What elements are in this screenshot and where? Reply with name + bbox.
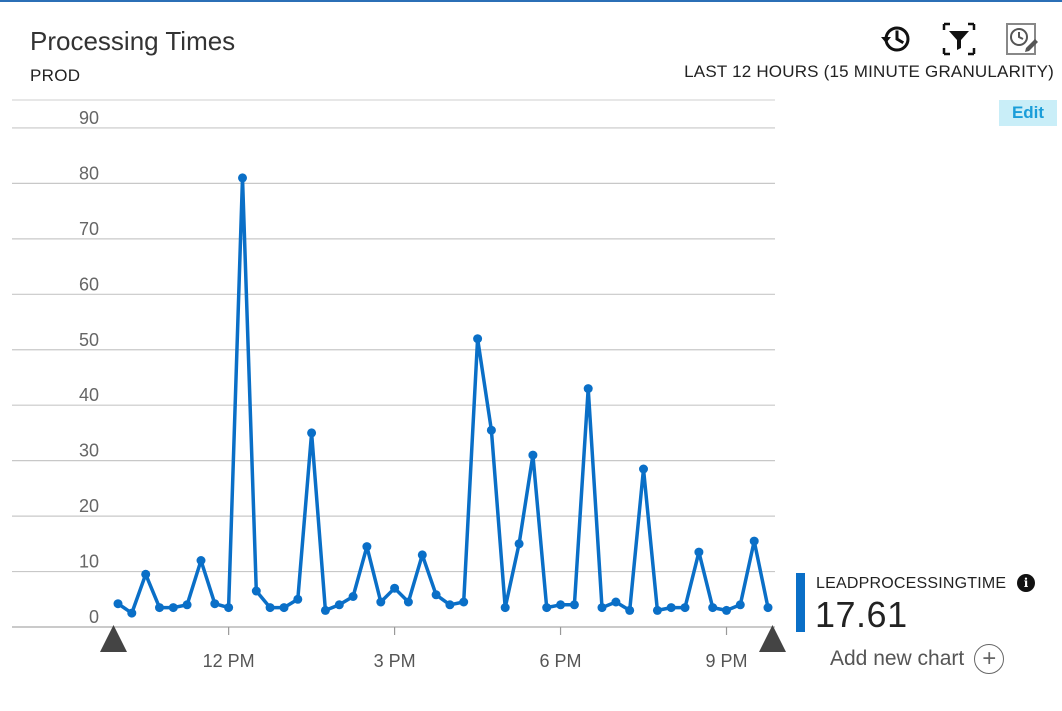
data-point — [390, 583, 400, 593]
data-point — [265, 603, 275, 613]
data-point — [431, 590, 441, 600]
data-point — [113, 599, 123, 609]
data-point — [196, 556, 206, 565]
data-point — [362, 542, 372, 552]
x-tick-label: 6 PM — [540, 651, 582, 671]
y-tick-label: 0 — [89, 607, 99, 627]
data-point — [500, 603, 510, 613]
data-point — [376, 597, 386, 607]
y-tick-label: 10 — [79, 552, 99, 572]
data-point — [652, 605, 662, 615]
data-point — [625, 605, 635, 615]
y-tick-label: 30 — [79, 441, 99, 461]
data-point — [279, 603, 289, 613]
legend-metric-name: LEADPROCESSINGTIME — [816, 575, 1007, 592]
time-edit-icon[interactable] — [1002, 20, 1040, 58]
y-tick-label: 60 — [79, 274, 99, 294]
data-point — [348, 592, 358, 601]
data-point — [445, 600, 455, 610]
x-tick-label: 12 PM — [203, 651, 255, 671]
y-tick-label: 40 — [79, 385, 99, 405]
data-point — [597, 603, 607, 613]
data-point — [307, 428, 317, 438]
y-tick-label: 90 — [79, 108, 99, 128]
y-tick-label: 50 — [79, 330, 99, 350]
line-chart: 0 10 20 30 40 50 60 70 80 90 12 PM 3 PM 6 PM 9 PM — [12, 99, 786, 671]
data-point — [224, 603, 234, 613]
data-point — [680, 603, 690, 613]
x-tick-label: 9 PM — [706, 651, 748, 671]
y-tick-label: 20 — [79, 496, 99, 516]
data-point — [403, 597, 413, 607]
data-point — [473, 334, 483, 344]
data-point — [417, 550, 427, 560]
data-point — [238, 173, 247, 183]
data-point — [735, 600, 745, 610]
data-point — [639, 464, 648, 474]
add-new-chart-label: Add new chart — [830, 647, 965, 670]
data-point — [486, 425, 496, 435]
data-point — [127, 608, 137, 618]
filter-icon[interactable] — [940, 20, 978, 58]
data-point — [583, 384, 593, 394]
y-tick-label: 70 — [79, 219, 99, 239]
time-range-label: LAST 12 HOURS (15 MINUTE GRANULARITY) — [684, 62, 1054, 81]
data-point — [611, 597, 621, 607]
chart-title: Processing Times — [30, 26, 236, 56]
data-point — [666, 603, 676, 613]
add-new-chart-button[interactable]: Add new chart + — [830, 644, 1005, 674]
top-accent-rule — [0, 0, 1062, 2]
data-point — [141, 569, 151, 579]
data-point — [251, 586, 261, 596]
data-point — [210, 599, 220, 609]
data-point — [334, 600, 344, 610]
data-point — [182, 600, 192, 610]
legend-metric-value: 17.61 — [815, 594, 908, 635]
data-point — [569, 600, 579, 610]
data-point — [694, 547, 704, 557]
legend-color-swatch — [796, 573, 805, 632]
info-icon[interactable]: i — [1017, 574, 1035, 592]
data-point — [320, 605, 330, 615]
data-point — [556, 600, 566, 610]
data-point — [722, 605, 731, 615]
edit-button[interactable]: Edit — [999, 100, 1057, 126]
history-icon[interactable] — [877, 20, 915, 58]
range-end-handle[interactable] — [759, 625, 786, 652]
data-point — [168, 603, 178, 613]
data-point — [763, 603, 773, 613]
data-point — [514, 539, 524, 549]
y-tick-label: 80 — [79, 163, 99, 183]
data-point — [528, 450, 538, 460]
data-point — [749, 536, 759, 546]
series-line — [117, 176, 770, 615]
data-point — [293, 594, 303, 604]
data-point — [542, 603, 552, 613]
data-point — [155, 603, 164, 613]
plus-circle-icon: + — [974, 644, 1005, 674]
x-tick-label: 3 PM — [374, 651, 416, 671]
range-start-handle[interactable] — [100, 625, 127, 652]
environment-label: PROD — [30, 66, 81, 85]
data-point — [708, 603, 718, 613]
data-point — [459, 597, 469, 607]
